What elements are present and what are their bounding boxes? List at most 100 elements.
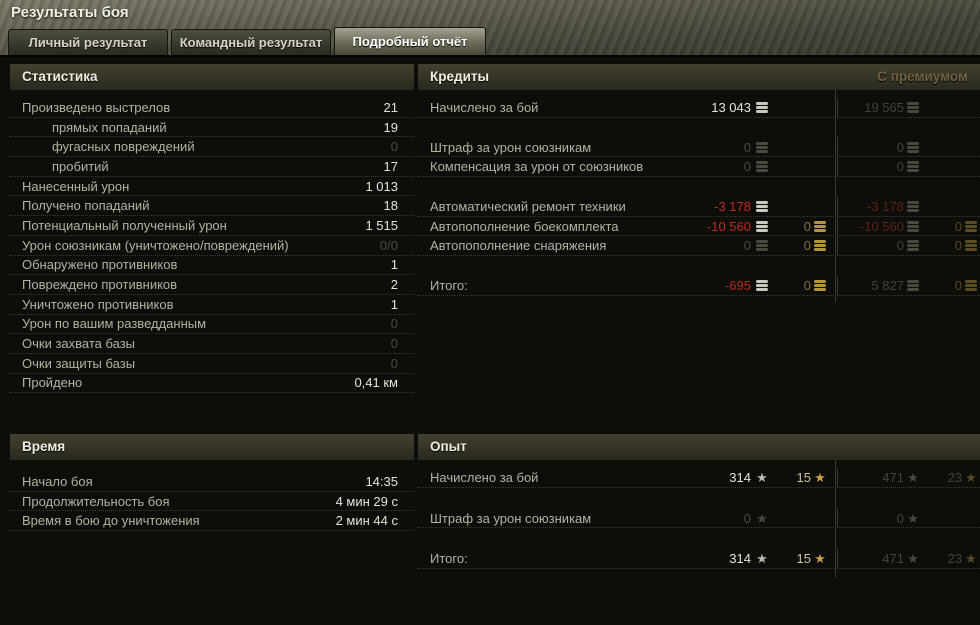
stat-row: Нанесенный урон 1 013	[10, 177, 414, 197]
cell-value: 314	[729, 551, 751, 567]
star-silver-icon: ★	[756, 551, 768, 567]
credits-rows: Начислено за бой 13 043 19 565 Штраф за уро…	[418, 90, 980, 302]
column-divider	[837, 275, 838, 296]
value-row: Компенсация за урон от союзников 0 0	[418, 156, 980, 178]
column-divider	[837, 97, 838, 118]
cell-value: 0	[743, 139, 751, 155]
column-divider	[837, 216, 838, 236]
coin-silver-icon	[753, 101, 771, 114]
top-panels: Статистика Произведено выстрелов 21 прямых…	[10, 64, 980, 394]
stat-value: 1	[390, 257, 398, 273]
time-rows: Начало боя 14:35 Продолжительность боя 4 ми…	[10, 460, 414, 532]
stat-label: Время в бою до уничтожения	[22, 513, 200, 529]
value-row-label: Итого:	[430, 551, 468, 567]
stat-label: Повреждено противников	[22, 277, 178, 293]
value-row: Начислено за бой 13 043 19 565	[418, 97, 980, 118]
stat-label: Продолжительность боя	[22, 493, 170, 509]
premium-column-label: С премиумом	[877, 69, 968, 84]
cell-value: 0	[803, 218, 811, 234]
value-row: Автопополнение боекомплекта -10 560 0 -10 5…	[418, 216, 980, 237]
stat-row: Время в бою до уничтожения 2 мин 44 с	[10, 511, 414, 532]
value-row: Итого: -695 0 5 827 0	[418, 275, 980, 296]
cell-value: -695	[724, 277, 751, 293]
stat-label: пробитий	[52, 158, 109, 174]
premium-divider	[835, 90, 836, 302]
cell-value: 0	[954, 218, 962, 234]
column-divider	[837, 156, 838, 177]
experience-title: Опыт	[430, 439, 467, 454]
column-divider	[837, 467, 838, 488]
cell-value: -10 560	[859, 218, 904, 234]
star-silver-dim-icon: ★	[907, 510, 919, 526]
coin-silver-dim-icon	[904, 200, 922, 213]
stat-label: Начало боя	[22, 473, 93, 489]
cell-value: 0	[803, 238, 811, 254]
cell-value: 23	[947, 469, 962, 485]
tab-detailed-report[interactable]: Подробный отчёт	[334, 27, 486, 55]
column-divider	[837, 235, 838, 256]
coin-gold-dim-icon	[962, 239, 980, 252]
stat-label: Уничтожено противников	[22, 296, 174, 312]
tab-personal-result[interactable]: Личный результат	[8, 29, 168, 55]
cell-value: 19 565	[864, 99, 904, 115]
cell-value: 0	[896, 238, 904, 254]
coin-silver-dim-icon	[904, 239, 922, 252]
cell-value: -10 560	[706, 218, 751, 234]
tab-team-result[interactable]: Командный результат	[171, 29, 331, 55]
stat-label: Потенциальный полученный урон	[22, 217, 227, 233]
column-divider	[837, 508, 838, 528]
value-row-label: Штраф за урон союзникам	[430, 139, 592, 155]
coin-gold-dim-icon	[962, 220, 980, 233]
value-row: Автоматический ремонт техники -3 178 -3 17…	[418, 196, 980, 217]
value-row-label: Автопополнение снаряжения	[430, 238, 607, 254]
time-panel: Время Начало боя 14:35 Продолжительность б…	[10, 434, 414, 569]
star-silver-dim-icon: ★	[907, 469, 919, 485]
value-row-label: Компенсация за урон от союзников	[430, 159, 644, 175]
stat-row: Пройдено 0,41 км	[10, 374, 414, 394]
value-row-label: Автоматический ремонт техники	[430, 198, 626, 214]
window-chrome: Результаты боя Личный результат Командны…	[0, 0, 980, 55]
cell-value: 13 043	[711, 99, 751, 115]
star-gold-dim-icon: ★	[965, 551, 977, 567]
stat-value: 2	[390, 277, 398, 293]
column-divider	[837, 137, 838, 157]
group-gap	[418, 488, 980, 509]
credits-header: Кредиты С премиумом	[418, 64, 980, 90]
star-silver-dim-icon: ★	[756, 510, 768, 526]
time-title: Время	[22, 439, 66, 454]
stat-label: Урон союзникам (уничтожено/повреждений)	[22, 237, 289, 253]
star-gold-dim-icon: ★	[965, 469, 977, 485]
cell-value: -3 178	[714, 198, 751, 214]
coin-silver-dim-icon	[904, 160, 922, 173]
cell-value: 314	[729, 469, 751, 485]
coin-silver-dim-icon	[904, 101, 922, 114]
stat-value: 0	[390, 316, 398, 332]
stat-label: прямых попаданий	[52, 119, 167, 135]
cell-value: 471	[882, 551, 904, 567]
cell-value: 0	[896, 510, 904, 526]
coin-gold-icon	[811, 239, 829, 252]
cell-value: 5 827	[871, 277, 904, 293]
window-title: Результаты боя	[11, 4, 129, 21]
stat-row: Урон союзникам (уничтожено/повреждений) 0…	[10, 236, 414, 256]
stat-row: Начало боя 14:35	[10, 472, 414, 492]
star-silver-icon: ★	[756, 469, 768, 485]
experience-rows: Начислено за бой 314 ★ 15 ★ 471 ★ 23 ★ Штраф за у…	[418, 460, 980, 578]
experience-panel: Опыт Начислено за бой 314 ★ 15 ★ 471 ★ 23 ★ Штраф…	[418, 434, 980, 578]
stat-row: Очки захвата базы 0	[10, 334, 414, 354]
coin-gold-dim-icon	[962, 279, 980, 292]
value-row-label: Начислено за бой	[430, 99, 539, 115]
value-row-label: Автопополнение боекомплекта	[430, 218, 619, 234]
stat-value: 0,41 км	[354, 375, 398, 391]
group-gap	[418, 118, 980, 138]
stat-row: фугасных повреждений 0	[10, 137, 414, 158]
stat-value: 2 мин 44 с	[335, 513, 398, 529]
cell-value: -3 178	[867, 198, 904, 214]
column-divider	[837, 548, 838, 569]
statistics-title: Статистика	[22, 69, 98, 84]
stat-value: 19	[383, 119, 398, 135]
coin-gold-icon	[811, 220, 829, 233]
stat-value: 18	[383, 198, 398, 214]
value-row-label: Штраф за урон союзникам	[430, 510, 592, 526]
